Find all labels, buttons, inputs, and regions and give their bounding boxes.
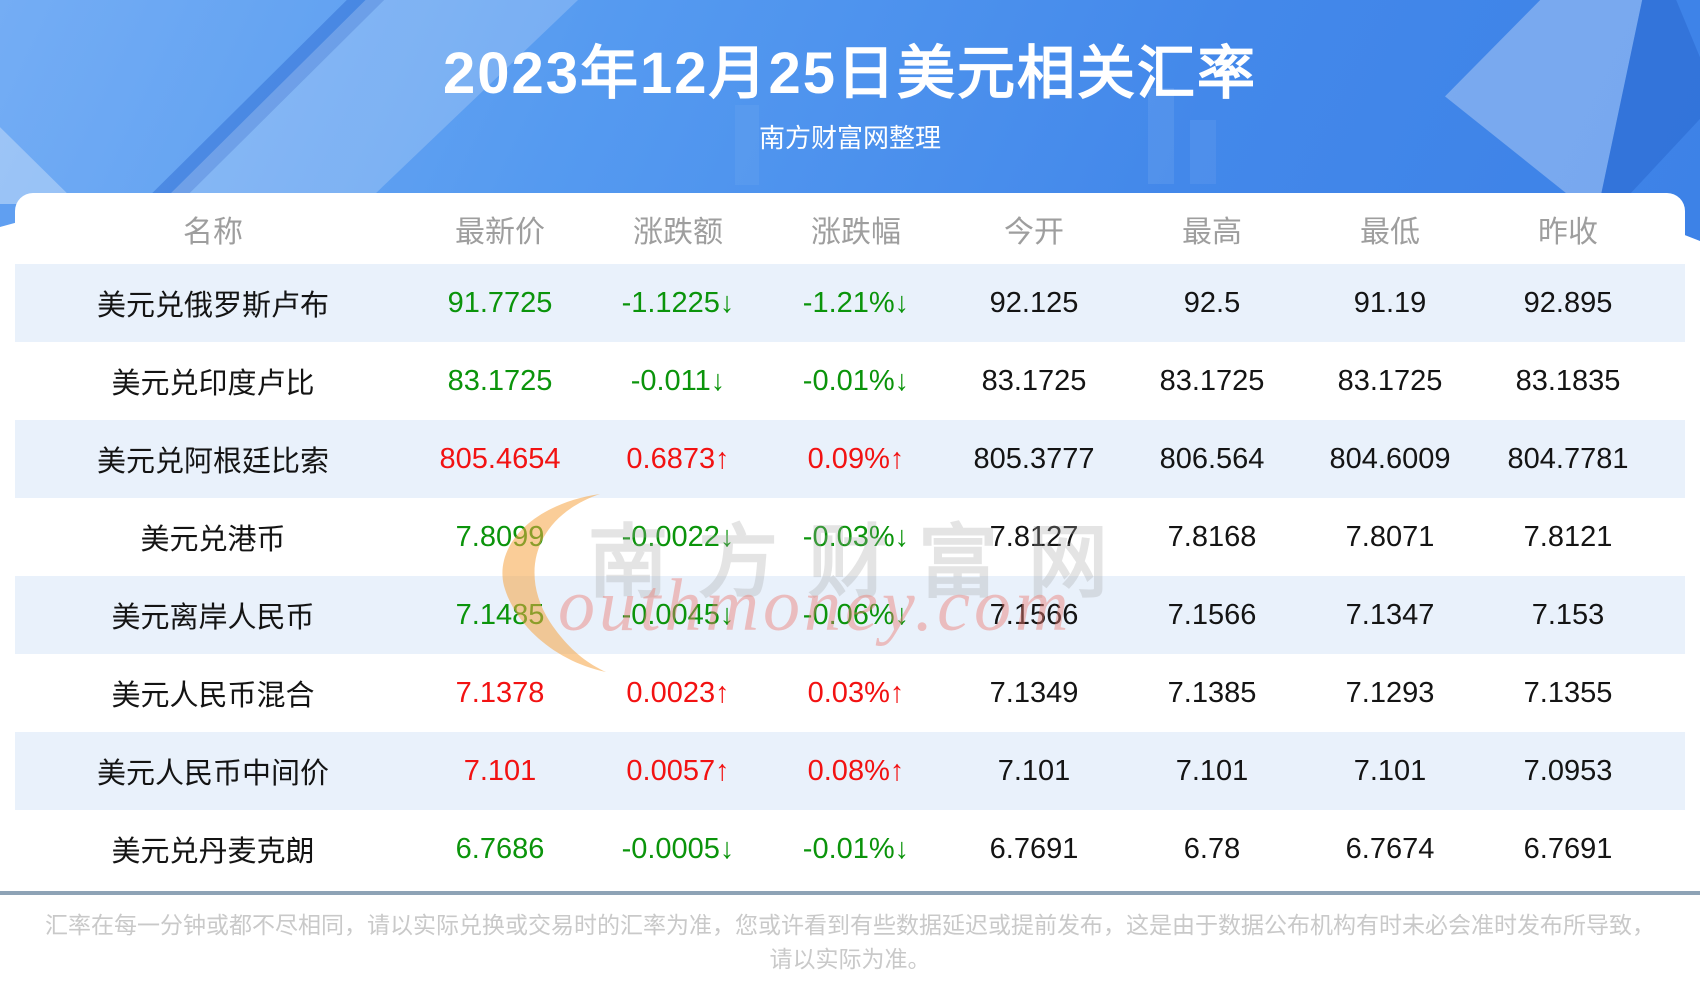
cell-latest-price: 6.7686	[455, 832, 545, 865]
table-row: 美元兑阿根廷比索 805.4654 0.6873↑ 0.09%↑ 805.377…	[15, 420, 1685, 498]
table-row: 美元人民币中间价 7.101 0.0057↑ 0.08%↑ 7.101 7.10…	[15, 732, 1685, 810]
cell-low: 6.7674	[1345, 832, 1435, 865]
cell-change-amount: -0.0005↓	[621, 832, 735, 865]
cell-open: 7.1349	[989, 676, 1079, 709]
table-body: 美元兑俄罗斯卢布 91.7725 -1.1225↓ -1.21%↓ 92.125…	[15, 264, 1685, 888]
cell-open: 7.101	[997, 754, 1071, 787]
cell-low: 7.8071	[1345, 520, 1435, 553]
cell-high: 7.1566	[1167, 598, 1257, 631]
cell-high: 83.1725	[1159, 364, 1265, 397]
cell-change-amount: 0.6873↑	[626, 442, 730, 475]
column-header: 最高	[1182, 215, 1242, 249]
cell-low: 7.101	[1353, 754, 1427, 787]
cell-change-amount: -1.1225↓	[621, 286, 735, 319]
cell-prev-close: 7.8121	[1523, 520, 1613, 553]
cell-pair-name: 美元人民币混合	[111, 680, 315, 712]
footer-note: 汇率在每一分钟或都不尽相同，请以实际兑换或交易时的汇率为准，您或许看到有些数据延…	[0, 908, 1700, 976]
cell-change-percent: -0.01%↓	[802, 832, 910, 865]
cell-change-amount: 0.0023↑	[626, 676, 730, 709]
cell-latest-price: 7.101	[463, 754, 537, 787]
cell-prev-close: 92.895	[1523, 286, 1613, 319]
cell-high: 806.564	[1159, 442, 1265, 475]
cell-low: 91.19	[1353, 286, 1427, 319]
cell-latest-price: 7.1378	[455, 676, 545, 709]
cell-change-percent: -1.21%↓	[802, 286, 910, 319]
cell-prev-close: 7.1355	[1523, 676, 1613, 709]
cell-pair-name: 美元兑印度卢比	[111, 368, 315, 400]
cell-prev-close: 804.7781	[1507, 442, 1629, 475]
table-row: 美元离岸人民币 7.1485 -0.0045↓ -0.06%↓ 7.1566 7…	[15, 576, 1685, 654]
column-header: 昨收	[1538, 215, 1598, 249]
cell-pair-name: 美元离岸人民币	[111, 602, 315, 634]
banner-candle-bar	[1148, 88, 1174, 184]
cell-latest-price: 7.8099	[455, 520, 545, 553]
cell-open: 83.1725	[981, 364, 1087, 397]
table-row: 美元人民币混合 7.1378 0.0023↑ 0.03%↑ 7.1349 7.1…	[15, 654, 1685, 732]
table-row: 美元兑印度卢比 83.1725 -0.011↓ -0.01%↓ 83.1725 …	[15, 342, 1685, 420]
table-row: 美元兑港币 7.8099 -0.0022↓ -0.03%↓ 7.8127 7.8…	[15, 498, 1685, 576]
cell-pair-name: 美元兑阿根廷比索	[96, 446, 329, 478]
footer-note-line2: 请以实际为准。	[769, 946, 931, 972]
cell-latest-price: 83.1725	[447, 364, 553, 397]
cell-prev-close: 7.153	[1531, 598, 1605, 631]
cell-prev-close: 6.7691	[1523, 832, 1613, 865]
banner-decoration	[0, 0, 1700, 205]
cell-latest-price: 91.7725	[447, 286, 553, 319]
table-header-row: 名称 最新价 涨跌额 涨跌幅 今开 最高 最低 昨收	[15, 193, 1685, 264]
cell-change-percent: 0.09%↑	[807, 442, 905, 475]
cell-change-percent: -0.06%↓	[802, 598, 910, 631]
banner-candle-bar	[735, 105, 759, 185]
cell-change-amount: -0.0022↓	[621, 520, 735, 553]
banner: 2023年12月25日美元相关汇率 南方财富网整理	[0, 0, 1700, 205]
cell-change-amount: -0.011↓	[630, 364, 726, 397]
cell-pair-name: 美元人民币中间价	[96, 758, 329, 790]
rates-table-card: 名称 最新价 涨跌额 涨跌幅 今开 最高 最低 昨收 美元兑俄罗斯卢布 91.7725 -1.…	[15, 193, 1685, 889]
table-row: 美元兑俄罗斯卢布 91.7725 -1.1225↓ -1.21%↓ 92.125…	[15, 264, 1685, 342]
cell-open: 7.1566	[989, 598, 1079, 631]
footer-divider	[0, 891, 1700, 895]
table-row: 美元兑丹麦克朗 6.7686 -0.0005↓ -0.01%↓ 6.7691 6…	[15, 810, 1685, 888]
cell-change-amount: 0.0057↑	[626, 754, 730, 787]
cell-change-percent: 0.08%↑	[807, 754, 905, 787]
cell-change-percent: 0.03%↑	[807, 676, 905, 709]
column-header: 最新价	[455, 215, 545, 249]
cell-prev-close: 7.0953	[1523, 754, 1613, 787]
cell-high: 92.5	[1183, 286, 1241, 319]
banner-candle-bar	[1190, 120, 1216, 184]
column-header: 名称	[183, 215, 243, 249]
cell-change-percent: -0.01%↓	[802, 364, 910, 397]
column-header: 最低	[1360, 215, 1420, 249]
column-header: 今开	[1004, 215, 1064, 249]
cell-open: 92.125	[989, 286, 1079, 319]
cell-change-amount: -0.0045↓	[621, 598, 735, 631]
cell-high: 6.78	[1183, 832, 1241, 865]
column-header: 涨跌幅	[811, 215, 901, 249]
cell-high: 7.101	[1175, 754, 1249, 787]
page-title: 2023年12月25日美元相关汇率	[442, 41, 1258, 106]
cell-low: 7.1293	[1345, 676, 1435, 709]
cell-pair-name: 美元兑俄罗斯卢布	[96, 290, 329, 322]
cell-low: 804.6009	[1329, 442, 1451, 475]
cell-pair-name: 美元兑丹麦克朗	[111, 836, 315, 868]
cell-change-percent: -0.03%↓	[802, 520, 910, 553]
footer-note-line1: 汇率在每一分钟或都不尽相同，请以实际兑换或交易时的汇率为准，您或许看到有些数据延…	[45, 912, 1655, 938]
cell-pair-name: 美元兑港币	[140, 524, 286, 556]
cell-open: 7.8127	[989, 520, 1079, 553]
cell-open: 6.7691	[989, 832, 1079, 865]
cell-low: 7.1347	[1345, 598, 1435, 631]
cell-high: 7.8168	[1167, 520, 1257, 553]
cell-low: 83.1725	[1337, 364, 1443, 397]
cell-high: 7.1385	[1167, 676, 1257, 709]
page-subtitle: 南方财富网整理	[758, 123, 941, 153]
cell-latest-price: 7.1485	[455, 598, 545, 631]
cell-latest-price: 805.4654	[439, 442, 561, 475]
cell-open: 805.3777	[973, 442, 1095, 475]
column-header: 涨跌额	[633, 215, 723, 249]
cell-prev-close: 83.1835	[1515, 364, 1621, 397]
